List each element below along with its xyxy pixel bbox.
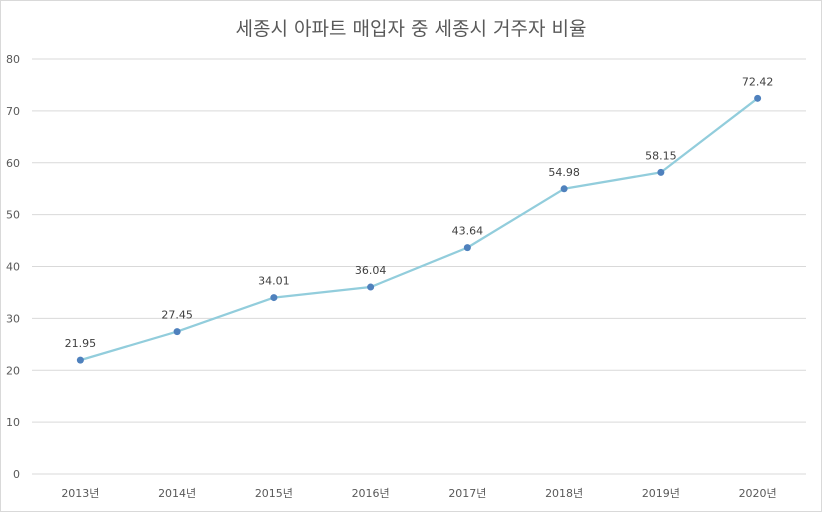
x-tick-label: 2019년 <box>642 487 680 500</box>
data-label: 21.95 <box>65 337 97 350</box>
data-labels: 21.95 27.45 34.01 36.04 43.64 54.98 58.15 72.42 <box>65 75 774 350</box>
x-tick-label: 2014년 <box>158 487 196 500</box>
data-point <box>560 185 568 193</box>
y-tick-label: 0 <box>13 468 20 481</box>
y-tick-label: 50 <box>6 209 20 222</box>
x-tick-label: 2017년 <box>448 487 486 500</box>
data-point <box>270 294 278 302</box>
y-tick-label: 80 <box>6 53 20 66</box>
series-group <box>76 94 762 364</box>
x-axis-labels: 2013년 2014년 2015년 2016년 2017년 2018년 2019년 2020년 <box>61 487 776 500</box>
data-label: 27.45 <box>161 309 193 322</box>
data-point <box>463 244 471 252</box>
x-tick-label: 2016년 <box>352 487 390 500</box>
x-tick-label: 2015년 <box>255 487 293 500</box>
x-tick-label: 2018년 <box>545 487 583 500</box>
y-tick-label: 70 <box>6 105 20 118</box>
y-tick-label: 60 <box>6 157 20 170</box>
data-point <box>76 356 84 364</box>
data-point <box>657 168 665 176</box>
data-label: 72.42 <box>742 75 774 88</box>
series-line <box>80 97 759 362</box>
data-label: 54.98 <box>548 166 580 179</box>
data-point <box>173 328 181 336</box>
chart-title: 세종시 아파트 매입자 중 세종시 거주자 비율 <box>235 18 587 40</box>
data-label: 34.01 <box>258 275 290 288</box>
x-tick-label: 2020년 <box>739 487 777 500</box>
y-tick-label: 20 <box>6 364 20 377</box>
data-label: 43.64 <box>452 225 484 238</box>
y-axis-labels: 0 10 20 30 40 50 60 70 80 <box>6 53 20 481</box>
y-tick-label: 10 <box>6 416 20 429</box>
gridlines <box>32 58 806 475</box>
data-point <box>754 94 762 102</box>
data-label: 36.04 <box>355 264 387 277</box>
data-label: 58.15 <box>645 149 677 162</box>
y-tick-label: 30 <box>6 312 20 325</box>
data-point <box>367 283 375 291</box>
y-tick-label: 40 <box>6 261 20 274</box>
x-tick-label: 2013년 <box>61 487 99 500</box>
